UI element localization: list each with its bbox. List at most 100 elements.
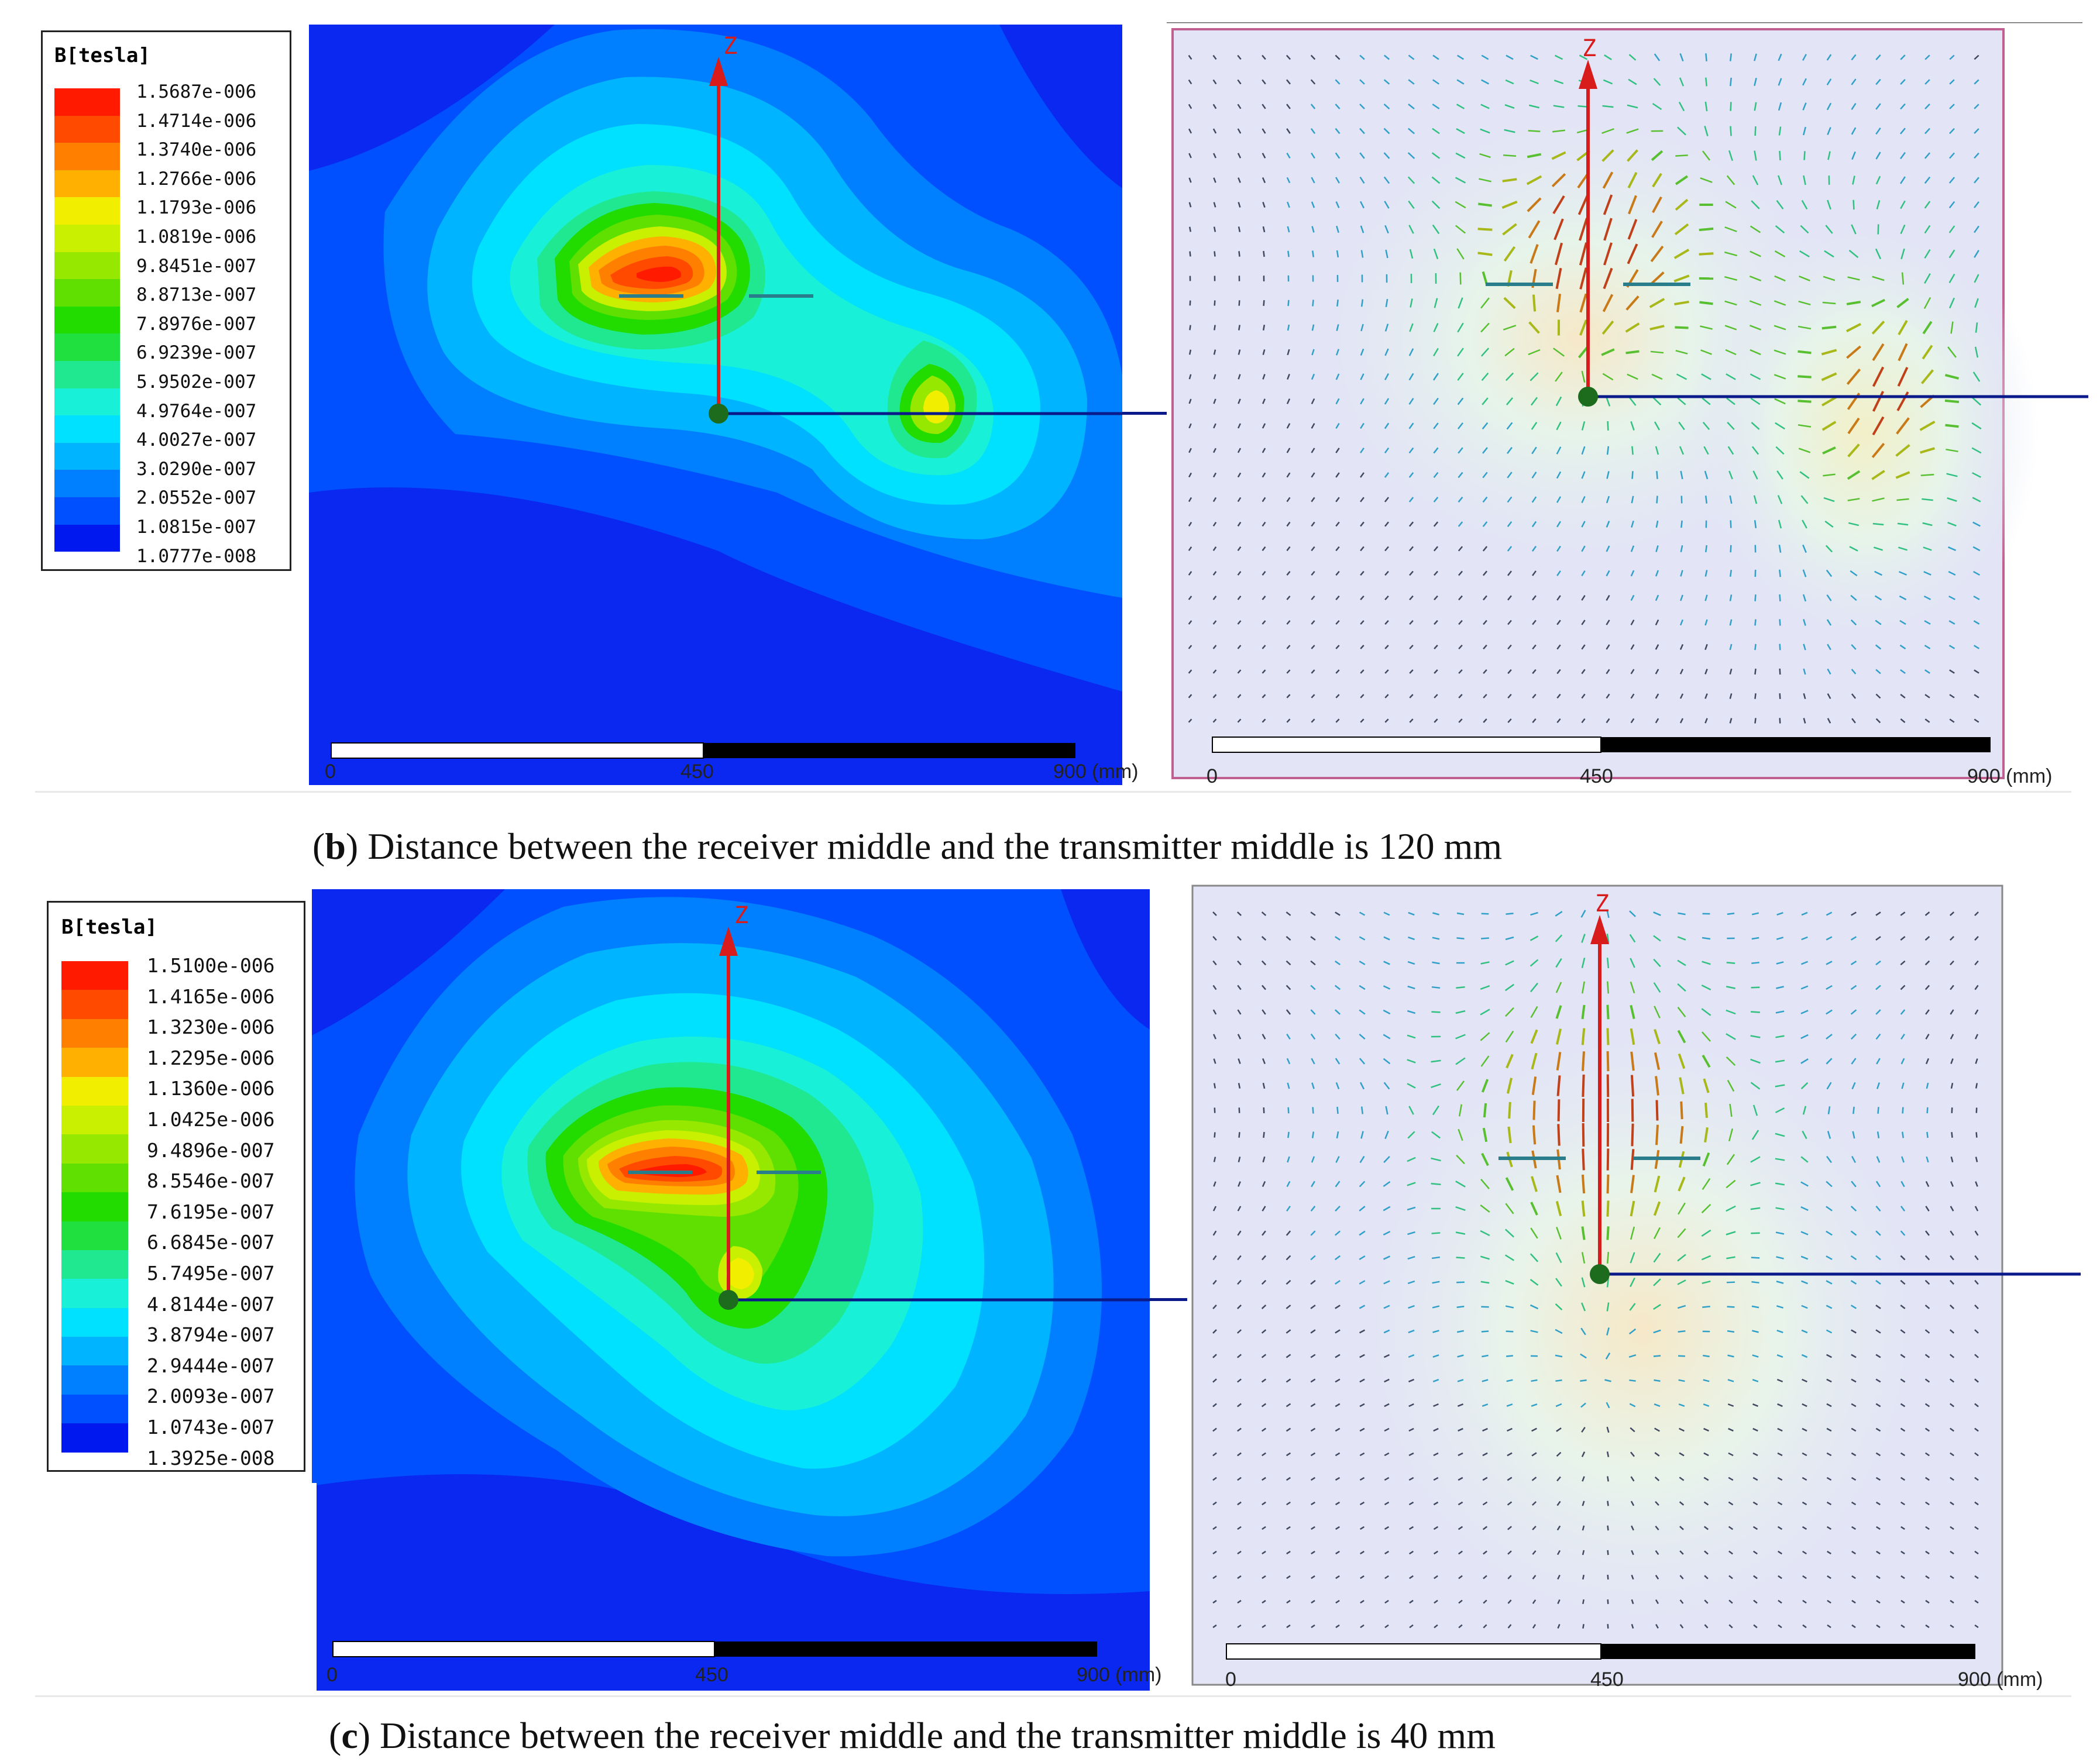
field-vector xyxy=(1528,130,1541,132)
field-vector xyxy=(1949,669,1955,674)
field-vector xyxy=(1702,150,1710,161)
field-vector xyxy=(1480,1178,1490,1190)
field-vector xyxy=(1384,1403,1390,1407)
field-vector xyxy=(1237,104,1242,109)
field-vector xyxy=(1360,1575,1365,1579)
legend-value: 3.0290e-007 xyxy=(136,458,257,480)
field-vector xyxy=(1432,1379,1439,1382)
field-vector xyxy=(1895,471,1910,479)
field-vector xyxy=(1821,325,1837,330)
field-vector xyxy=(1310,985,1316,990)
field-vector xyxy=(1384,1501,1390,1506)
field-vector xyxy=(1262,571,1266,576)
field-vector xyxy=(1311,398,1315,405)
legend-swatch xyxy=(54,442,120,470)
field-vector xyxy=(1556,644,1561,650)
legend-value: 1.4165e-006 xyxy=(147,985,275,1008)
field-vector xyxy=(1286,1624,1291,1629)
field-vector xyxy=(1335,373,1340,380)
field-vector xyxy=(1875,1329,1881,1334)
field-vector xyxy=(1552,347,1565,357)
legend-value: 1.5687e-006 xyxy=(136,81,257,102)
field-vector xyxy=(1237,546,1242,551)
field-vector xyxy=(1924,669,1930,674)
field-vector xyxy=(1432,224,1440,235)
field-vector xyxy=(1286,1378,1291,1383)
field-vector xyxy=(1431,1131,1441,1139)
field-vector xyxy=(1480,1281,1490,1284)
field-vector xyxy=(1726,1056,1736,1066)
field-vector xyxy=(1189,251,1191,257)
field-vector xyxy=(1654,1477,1660,1481)
field-vector xyxy=(1607,1476,1609,1482)
field-vector xyxy=(1678,421,1685,431)
field-vector xyxy=(1754,126,1757,136)
field-vector xyxy=(1212,1599,1217,1604)
field-vector xyxy=(1311,423,1315,429)
field-vector xyxy=(1581,620,1586,625)
field-vector xyxy=(1579,319,1587,336)
legend-c-swatches xyxy=(61,961,128,1453)
field-vector xyxy=(1826,1230,1833,1236)
field-vector xyxy=(1286,1354,1291,1358)
vector-panel-c: Z xyxy=(1191,885,2081,1686)
field-vector xyxy=(1213,448,1216,453)
field-vector xyxy=(1948,645,1955,649)
field-vector xyxy=(1580,1402,1586,1408)
field-vector xyxy=(1679,1550,1684,1555)
field-vector xyxy=(1701,985,1711,990)
field-vector xyxy=(1482,546,1488,552)
field-vector xyxy=(1311,1131,1315,1138)
field-vector xyxy=(1455,1181,1466,1188)
field-vector xyxy=(1826,1501,1832,1506)
field-vector xyxy=(1310,104,1316,109)
field-vector xyxy=(1974,1329,1979,1334)
field-vector xyxy=(1408,225,1414,234)
field-vector xyxy=(1432,104,1440,109)
field-vector xyxy=(1262,104,1266,109)
field-vector xyxy=(1801,1329,1808,1334)
field-vector xyxy=(1507,1427,1513,1432)
field-vector xyxy=(1875,936,1881,941)
field-vector xyxy=(1434,595,1438,601)
field-vector xyxy=(1384,546,1389,552)
field-vector xyxy=(1455,225,1466,234)
field-vector xyxy=(1286,571,1291,576)
field-vector xyxy=(1556,1175,1562,1193)
field-vector xyxy=(1900,1624,1905,1629)
field-vector xyxy=(1507,1575,1512,1579)
field-vector xyxy=(1727,1079,1735,1092)
field-vector xyxy=(1311,1599,1315,1604)
field-vector xyxy=(1704,545,1708,553)
field-vector xyxy=(1502,223,1517,236)
field-vector xyxy=(1923,571,1931,576)
field-vector xyxy=(1433,1403,1439,1407)
field-vector xyxy=(1803,693,1806,700)
field-vector xyxy=(1408,911,1415,916)
field-vector xyxy=(1458,1550,1463,1555)
field-vector xyxy=(1480,347,1490,357)
field-vector xyxy=(1383,79,1390,85)
field-vector xyxy=(1703,1452,1709,1457)
field-vector xyxy=(1630,644,1635,650)
field-vector xyxy=(1212,1206,1217,1212)
field-vector xyxy=(1408,1427,1414,1432)
field-vector xyxy=(1704,693,1708,699)
field-vector xyxy=(1800,1255,1809,1260)
field-vector xyxy=(1531,1176,1538,1192)
field-vector xyxy=(1673,249,1690,259)
field-vector xyxy=(1630,1476,1635,1482)
field-vector xyxy=(1875,1501,1881,1506)
field-vector xyxy=(1407,1131,1415,1139)
field-vector xyxy=(1851,1082,1856,1090)
field-vector xyxy=(1458,1624,1463,1629)
legend-value: 1.1793e-006 xyxy=(136,197,257,219)
field-vector xyxy=(1925,1230,1930,1236)
field-vector xyxy=(1947,522,1957,526)
field-vector xyxy=(1751,1305,1759,1309)
field-vector xyxy=(1627,373,1638,380)
field-vector xyxy=(1676,373,1687,380)
field-vector xyxy=(1800,1181,1809,1187)
legend-swatch xyxy=(54,252,120,280)
field-vector xyxy=(1629,910,1636,917)
